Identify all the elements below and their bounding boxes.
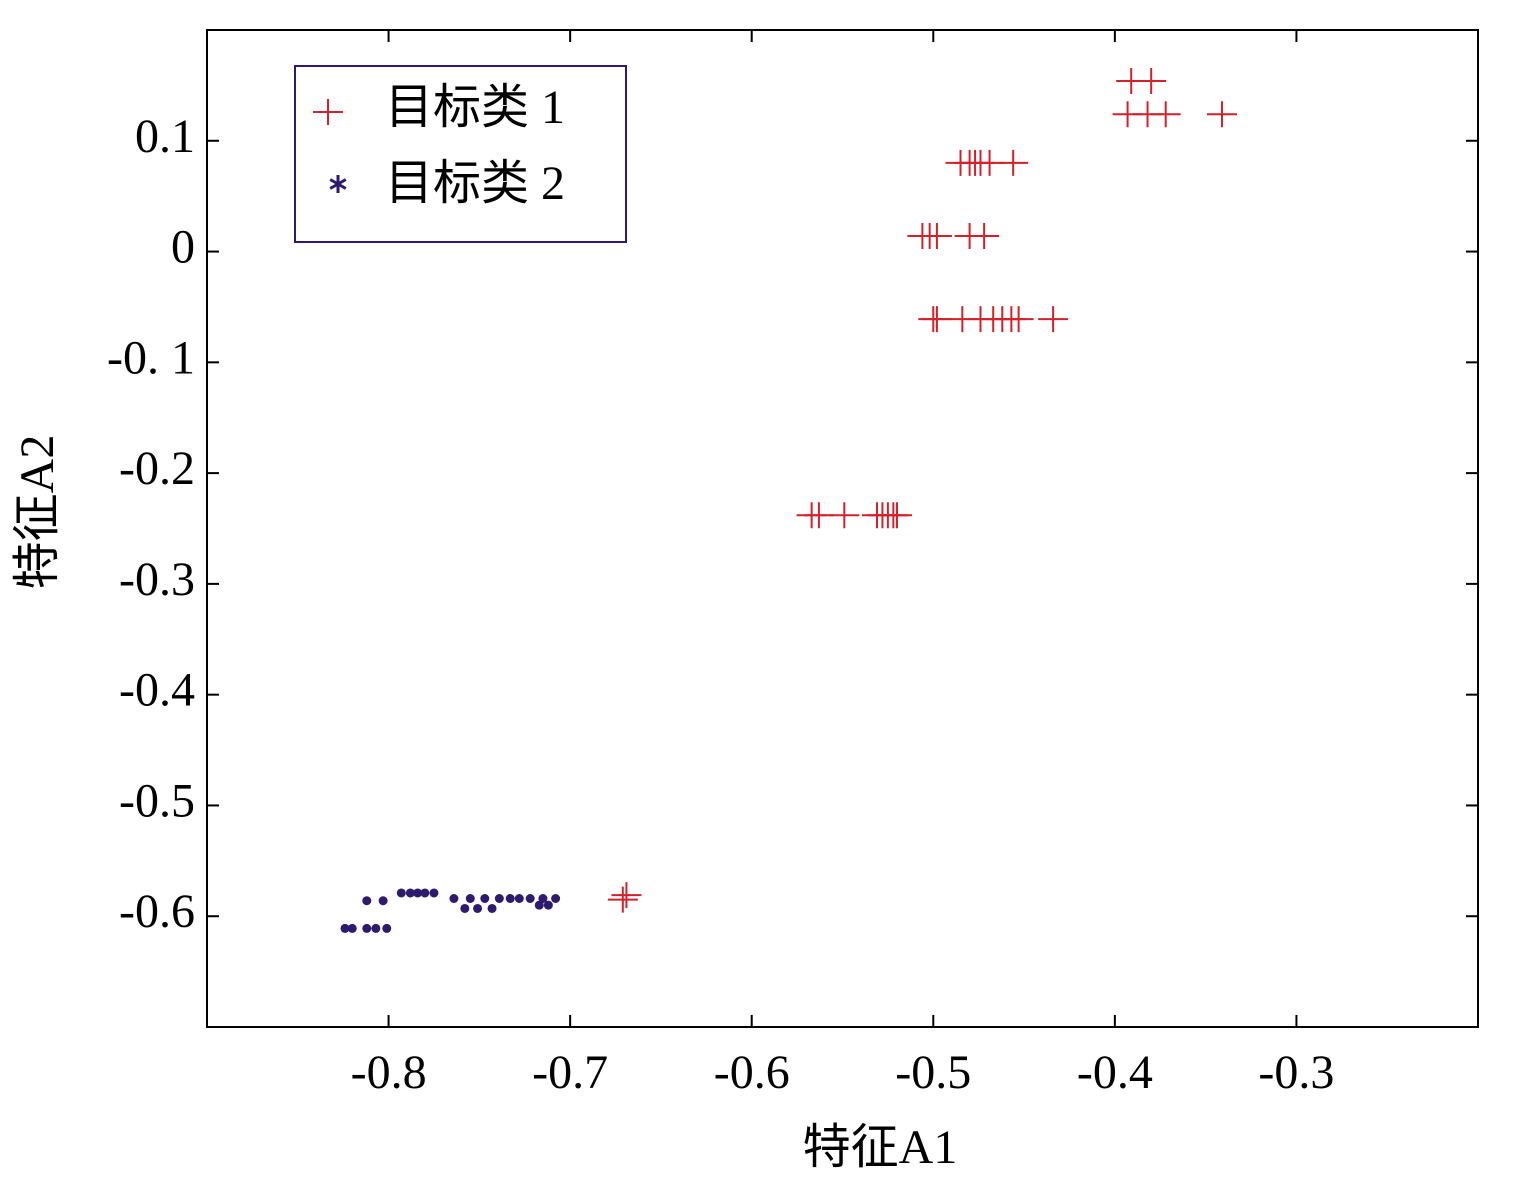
point: [1150, 101, 1181, 128]
point: [881, 502, 912, 529]
point: [378, 896, 388, 906]
x-tick-label: -0.5: [895, 1046, 971, 1099]
point: [460, 903, 470, 913]
y-tick-label: 0: [171, 221, 195, 274]
point: [611, 882, 642, 909]
point: [473, 903, 483, 913]
y-tick-label: -0. 1: [107, 331, 195, 384]
point: [480, 893, 490, 903]
legend-label: 目标类 1: [385, 81, 565, 134]
y-tick-label: -0.3: [119, 553, 195, 606]
point: [921, 223, 952, 250]
x-tick-label: -0.7: [532, 1046, 608, 1099]
point: [921, 306, 952, 333]
point: [347, 923, 357, 933]
point: [829, 502, 860, 529]
point: [1136, 67, 1167, 94]
point: [1206, 101, 1237, 128]
y-tick-label: -0.6: [119, 885, 195, 938]
legend-label: 目标类 2: [385, 157, 565, 210]
point: [362, 896, 372, 906]
point: [538, 893, 548, 903]
x-tick-label: -0.3: [1258, 1046, 1334, 1099]
point: [382, 923, 392, 933]
point: [551, 893, 561, 903]
plot-frame: [206, 29, 1479, 1028]
y-tick-label: -0.5: [119, 774, 195, 827]
point: [514, 893, 524, 903]
y-axis-label: 特征A2: [11, 435, 64, 590]
point: [429, 888, 439, 898]
point: [396, 888, 406, 898]
y-tick-label: -0.2: [119, 442, 195, 495]
point: [505, 893, 515, 903]
point: [494, 893, 504, 903]
point: [340, 923, 350, 933]
point: [1038, 306, 1069, 333]
point: [420, 888, 430, 898]
point: [534, 900, 544, 910]
point: [998, 149, 1029, 176]
x-tick-label: -0.6: [714, 1046, 790, 1099]
point: [487, 903, 497, 913]
point: [465, 893, 475, 903]
point: [543, 900, 553, 910]
legend-box: [294, 65, 627, 243]
point: [969, 223, 1000, 250]
point: [803, 502, 834, 529]
point: [449, 893, 459, 903]
legend-marker: [313, 99, 343, 125]
point: [405, 888, 415, 898]
point: [413, 888, 423, 898]
x-tick-label: -0.8: [351, 1046, 427, 1099]
point: [362, 923, 372, 933]
y-tick-label: -0.4: [119, 664, 195, 717]
x-tick-label: -0.4: [1077, 1046, 1153, 1099]
point: [371, 923, 381, 933]
point: [525, 893, 535, 903]
legend-marker: [329, 175, 347, 193]
x-axis-label: 特征A1: [803, 1121, 958, 1174]
point: [1003, 306, 1034, 333]
y-tick-label: 0.1: [135, 110, 195, 163]
point: [607, 886, 638, 913]
